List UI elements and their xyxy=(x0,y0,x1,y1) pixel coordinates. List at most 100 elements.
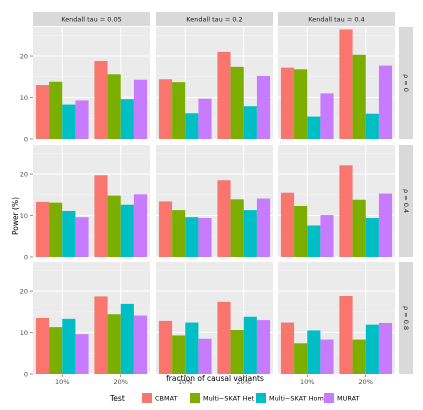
bar xyxy=(217,180,231,257)
bar xyxy=(185,217,199,257)
bar xyxy=(49,202,63,257)
bar xyxy=(243,210,257,257)
row-strip xyxy=(399,262,413,374)
bar xyxy=(172,210,186,257)
bar xyxy=(120,303,134,374)
row-strip xyxy=(399,145,413,257)
col-strip xyxy=(278,12,395,26)
y-tick-label: 20 xyxy=(20,52,28,60)
bar xyxy=(307,225,321,257)
legend: CBMAT Multi−SKAT Het Multi−SKAT Hom MURAT xyxy=(142,393,360,403)
bar xyxy=(230,330,244,374)
legend-key xyxy=(324,393,334,403)
bar xyxy=(307,330,321,374)
row-strip-label: ρ = 0.4 xyxy=(402,189,410,213)
bar xyxy=(198,98,212,139)
bar xyxy=(158,320,173,374)
bar xyxy=(120,99,134,139)
bar xyxy=(307,116,321,139)
facet-panel xyxy=(278,27,395,140)
bar xyxy=(198,218,212,257)
legend-key xyxy=(142,393,152,403)
bar xyxy=(294,205,308,257)
bar xyxy=(294,343,308,374)
bar xyxy=(320,93,334,139)
legend-key xyxy=(256,393,266,403)
y-axis-title: Power (%) xyxy=(11,197,20,235)
bar xyxy=(120,204,134,257)
legend-title: Test xyxy=(109,394,125,403)
facet-panel xyxy=(33,145,150,258)
bar xyxy=(94,61,108,139)
y-tick-label: 20 xyxy=(20,287,28,295)
bar xyxy=(172,82,186,139)
x-tick-label: 20% xyxy=(359,378,373,386)
bar xyxy=(217,301,231,374)
bar xyxy=(243,316,257,374)
facet-panel xyxy=(33,262,150,375)
bar xyxy=(75,334,89,374)
bar xyxy=(294,69,308,139)
bar xyxy=(280,192,295,257)
bar xyxy=(230,66,244,139)
row-strip-label: ρ = 0.8 xyxy=(402,306,410,330)
x-tick-label: 10% xyxy=(300,378,314,386)
bar xyxy=(133,194,148,257)
legend-label: MURAT xyxy=(337,395,360,403)
bar xyxy=(75,217,89,257)
bar xyxy=(352,54,366,140)
bar xyxy=(75,100,89,139)
bar xyxy=(133,79,148,139)
bar xyxy=(339,29,353,139)
col-strip xyxy=(156,12,273,26)
bar xyxy=(158,79,173,139)
bar xyxy=(172,335,186,374)
bar xyxy=(320,215,334,257)
bar xyxy=(280,67,295,139)
bar xyxy=(49,81,63,139)
bar xyxy=(352,339,366,374)
bar xyxy=(185,113,199,139)
bar xyxy=(62,104,76,139)
col-strip-label: Kendall tau = 0.05 xyxy=(61,16,122,24)
bar xyxy=(217,51,231,140)
legend-key xyxy=(190,393,200,403)
col-strip xyxy=(33,12,150,26)
legend-label: Multi−SKAT Het xyxy=(203,395,254,403)
x-tick-label: 20% xyxy=(237,378,251,386)
facet-panel xyxy=(156,27,273,140)
bar xyxy=(94,175,108,257)
x-axis-title: fraction of causal variants xyxy=(166,374,264,383)
bar xyxy=(365,324,379,374)
bar xyxy=(256,75,271,139)
bar xyxy=(320,339,334,374)
bar xyxy=(339,165,353,257)
legend-label: Multi−SKAT Hom xyxy=(269,395,324,403)
legend-label: CBMAT xyxy=(155,395,178,403)
bar xyxy=(35,201,50,257)
bar xyxy=(62,318,76,374)
y-tick-label: 10 xyxy=(20,212,28,220)
bar xyxy=(158,201,173,257)
row-strip-label: ρ = 0 xyxy=(402,74,410,92)
row-strip xyxy=(399,27,413,139)
x-tick-label: 10% xyxy=(178,378,192,386)
bar xyxy=(107,314,121,374)
bar xyxy=(35,85,50,139)
facet-panel xyxy=(156,262,273,375)
y-tick-label: 0 xyxy=(24,135,28,143)
facet-panel xyxy=(33,27,150,140)
bar xyxy=(230,199,244,257)
bar xyxy=(243,106,257,139)
bar xyxy=(378,193,393,257)
x-tick-label: 10% xyxy=(55,378,69,386)
col-strip-label: Kendall tau = 0.2 xyxy=(186,16,242,24)
y-tick-label: 10 xyxy=(20,329,28,337)
bar xyxy=(198,338,212,374)
bar xyxy=(378,322,393,374)
y-tick-label: 0 xyxy=(24,253,28,261)
bar xyxy=(256,198,271,257)
bar xyxy=(49,327,63,374)
bar xyxy=(256,320,271,374)
